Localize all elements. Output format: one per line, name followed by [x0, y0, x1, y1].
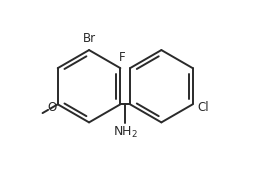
Text: Br: Br: [82, 32, 96, 45]
Text: Cl: Cl: [198, 101, 209, 114]
Text: F: F: [119, 50, 125, 64]
Text: NH$_2$: NH$_2$: [113, 125, 138, 140]
Text: O: O: [48, 101, 57, 114]
